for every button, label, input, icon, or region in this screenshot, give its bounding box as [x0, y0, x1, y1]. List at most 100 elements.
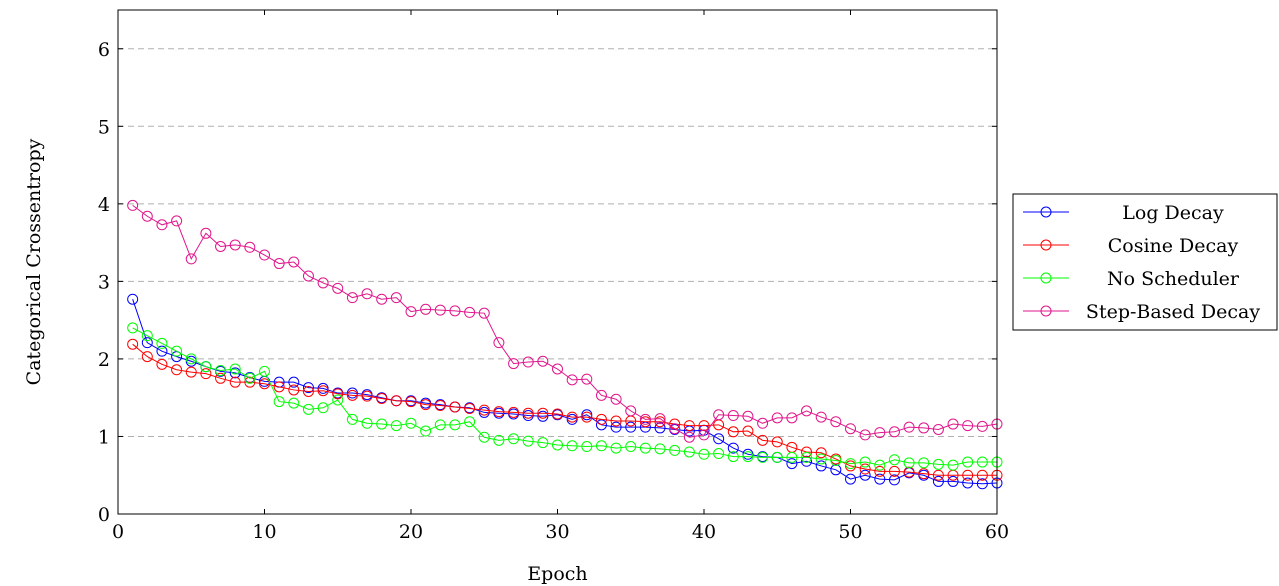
data-point: [390, 395, 402, 407]
data-point: [288, 376, 300, 388]
data-point: [361, 417, 373, 429]
data-point: [317, 385, 329, 397]
data-point: [346, 292, 358, 304]
data-point: [698, 429, 710, 441]
data-point: [625, 421, 637, 433]
data-point: [595, 440, 607, 452]
data-point: [185, 253, 197, 265]
series-cosine-decay: [127, 338, 1003, 481]
data-point: [537, 410, 549, 422]
data-point: [376, 392, 388, 404]
data-point: [962, 456, 974, 468]
y-tick-label: 0: [98, 504, 110, 526]
data-point: [859, 469, 871, 481]
data-point: [259, 249, 270, 261]
data-point: [449, 401, 461, 413]
data-point: [815, 460, 827, 472]
data-point: [464, 403, 476, 415]
data-point: [317, 277, 329, 289]
data-point: [390, 420, 402, 432]
data-point: [801, 405, 813, 417]
series-step-based-decay: [127, 199, 1003, 443]
data-point: [932, 423, 944, 435]
data-point: [757, 434, 769, 446]
data-point: [552, 408, 563, 420]
data-point: [449, 419, 461, 431]
data-point: [346, 413, 358, 425]
data-point: [508, 433, 520, 445]
data-point: [390, 292, 402, 304]
data-point: [962, 469, 974, 481]
data-point: [888, 426, 900, 438]
data-point: [361, 288, 373, 300]
data-point: [229, 239, 241, 251]
data-point: [976, 420, 988, 432]
data-point: [903, 466, 915, 478]
data-point: [654, 413, 666, 425]
data-point: [346, 389, 358, 401]
data-point: [302, 385, 314, 397]
data-point: [757, 451, 769, 463]
data-point: [771, 436, 783, 448]
data-point: [405, 417, 417, 429]
data-point: [273, 258, 285, 270]
data-point: [141, 210, 153, 222]
data-point: [727, 426, 739, 438]
x-tick-label: 0: [112, 521, 124, 543]
data-point: [859, 456, 871, 468]
data-point: [639, 442, 651, 454]
data-point: [522, 435, 534, 447]
y-tick-label: 5: [98, 116, 110, 138]
data-point: [200, 361, 212, 373]
data-point: [478, 406, 490, 418]
data-point: [566, 374, 578, 386]
data-point: [537, 437, 549, 449]
data-point: [420, 425, 432, 437]
data-point: [522, 410, 534, 422]
data-point: [610, 415, 622, 427]
data-point: [332, 394, 344, 406]
data-point: [200, 368, 212, 380]
data-point: [932, 458, 944, 470]
data-point: [830, 464, 842, 476]
data-point: [156, 358, 168, 370]
data-point: [962, 420, 974, 432]
data-point: [317, 402, 329, 414]
data-point: [141, 351, 153, 363]
data-point: [537, 407, 549, 419]
data-point: [156, 219, 168, 231]
data-point: [346, 387, 358, 399]
legend-swatch-marker: [1040, 272, 1052, 284]
y-tick-label: 1: [98, 426, 110, 448]
data-point: [786, 451, 798, 463]
legend-entry: Log Decay: [1023, 202, 1224, 224]
data-point: [698, 448, 710, 460]
series-line: [132, 204, 998, 438]
data-point: [288, 397, 300, 409]
data-point: [215, 372, 227, 384]
x-tick-label: 60: [985, 521, 1009, 543]
data-point: [742, 448, 754, 460]
data-point: [874, 459, 886, 471]
data-point: [654, 422, 666, 434]
data-point: [595, 413, 607, 425]
legend-entry: Cosine Decay: [1023, 235, 1239, 257]
data-point: [918, 468, 930, 480]
data-point: [361, 390, 373, 402]
data-point: [888, 474, 900, 486]
data-point: [493, 406, 505, 418]
data-point: [830, 416, 842, 428]
y-tick-label: 6: [98, 39, 110, 61]
data-point: [259, 378, 270, 390]
data-point: [742, 410, 754, 422]
data-point: [874, 473, 886, 485]
data-point: [845, 473, 856, 485]
y-tick-label: 4: [98, 194, 110, 216]
series-line: [132, 327, 997, 466]
data-point: [610, 442, 622, 454]
data-point: [215, 365, 227, 377]
data-point: [273, 396, 285, 408]
data-point: [815, 411, 827, 423]
data-point: [420, 303, 432, 315]
data-point: [156, 345, 168, 357]
